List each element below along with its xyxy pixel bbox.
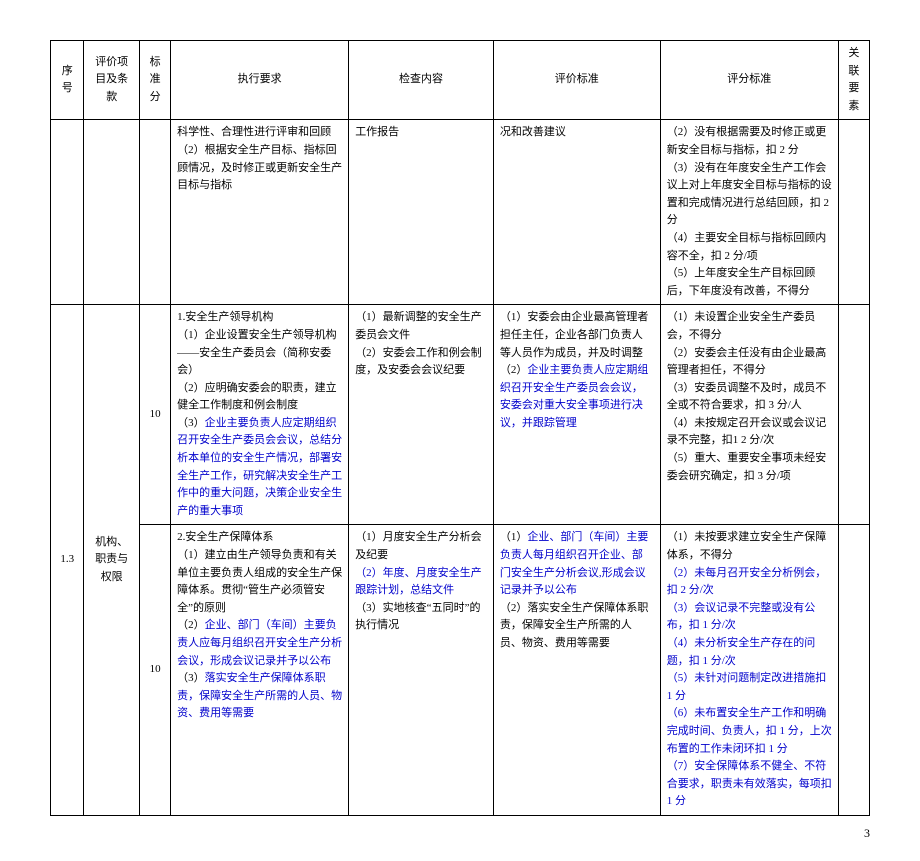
cell	[51, 120, 84, 305]
cell-req: 2.安全生产保障体系（1）建立由生产领导负责和有关单位主要负责人组成的安全生产保…	[171, 525, 349, 816]
h5: 评价标准	[493, 41, 660, 120]
cell-req: 1.安全生产领导机构（1）企业设置安全生产领导机构——安全生产委员会（简称安委会…	[171, 305, 349, 525]
cell: （2）没有根据需要及时修正或更新安全目标与指标，扣 2 分（3）没有在年度安全生…	[660, 120, 838, 305]
t: （1）	[500, 531, 528, 543]
cell-grade: （1）未按要求建立安全生产保障体系，不得分 （2）未每月召开安全分析例会，扣 2 …	[660, 525, 838, 816]
t: （1）月度安全生产分析会及纪要	[355, 531, 482, 561]
h4: 检查内容	[349, 41, 494, 120]
page-number: 3	[50, 826, 870, 841]
t: （2）落实安全生产保障体系职责，保障安全生产所需的人员、物资、费用等需要	[500, 602, 649, 649]
cell-std: （1）企业、部门（车间）主要负责人每月组织召开企业、部门安全生产分析会议,形成会…	[493, 525, 660, 816]
cell-rel	[838, 525, 869, 816]
t: （3）实地核查“五同时”的执行情况	[355, 602, 480, 632]
cell-check: （1）最新调整的安全生产委员会文件（2）安委会工作和例会制度，及安委会会议纪要	[349, 305, 494, 525]
h1: 评价项目及条款	[84, 41, 140, 120]
cell: 工作报告	[349, 120, 494, 305]
t: （2）年度、月度安全生产跟踪计划，总结文件	[355, 567, 482, 597]
h2: 标准分	[140, 41, 171, 120]
cell-rel	[838, 305, 869, 525]
cell: 科学性、合理性进行评审和回顾（2）根据安全生产目标、指标回顾情况，及时修正或更新…	[171, 120, 349, 305]
t: 1.安全生产领导机构（1）企业设置安全生产领导机构——安全生产委员会（简称安委会…	[177, 311, 337, 429]
h3: 执行要求	[171, 41, 349, 120]
table-row: 1.3 机构、职责与权限 10 1.安全生产领导机构（1）企业设置安全生产领导机…	[51, 305, 870, 525]
evaluation-table: 序号 评价项目及条款 标准分 执行要求 检查内容 评价标准 评分标准 关联要素 …	[50, 40, 870, 816]
t: 企业主要负责人应定期组织召开安全生产委员会会议，总结分析本单位的安全生产情况，部…	[177, 417, 342, 517]
cell-grade: （1）未设置企业安全生产委员会，不得分（2）安委会主任没有由企业最高管理者担任，…	[660, 305, 838, 525]
t: 2.安全生产保障体系（1）建立由生产领导负责和有关单位主要负责人组成的安全生产保…	[177, 531, 342, 631]
cell-item: 机构、职责与权限	[84, 305, 140, 816]
table-row: 10 2.安全生产保障体系（1）建立由生产领导负责和有关单位主要负责人组成的安全…	[51, 525, 870, 816]
cell-rowid: 1.3	[51, 305, 84, 816]
cell-check: （1）月度安全生产分析会及纪要 （2）年度、月度安全生产跟踪计划，总结文件 （3）实…	[349, 525, 494, 816]
cell-score: 10	[140, 305, 171, 525]
h6: 评分标准	[660, 41, 838, 120]
t: （3）	[177, 672, 205, 684]
t: （1）未按要求建立安全生产保障体系，不得分	[667, 531, 827, 561]
t: （2）未每月召开安全分析例会，扣 2 分/次（3）会议记录不完整或没有公布，扣 …	[667, 567, 832, 808]
cell	[84, 120, 140, 305]
cell: 况和改善建议	[493, 120, 660, 305]
cell-score: 10	[140, 525, 171, 816]
h0: 序号	[51, 41, 84, 120]
table-row: 科学性、合理性进行评审和回顾（2）根据安全生产目标、指标回顾情况，及时修正或更新…	[51, 120, 870, 305]
cell	[838, 120, 869, 305]
h7: 关联要素	[838, 41, 869, 120]
cell	[140, 120, 171, 305]
header-row: 序号 评价项目及条款 标准分 执行要求 检查内容 评价标准 评分标准 关联要素	[51, 41, 870, 120]
cell-std: （1）安委会由企业最高管理者担任主任，企业各部门负责人等人员作为成员，并及时调整…	[493, 305, 660, 525]
